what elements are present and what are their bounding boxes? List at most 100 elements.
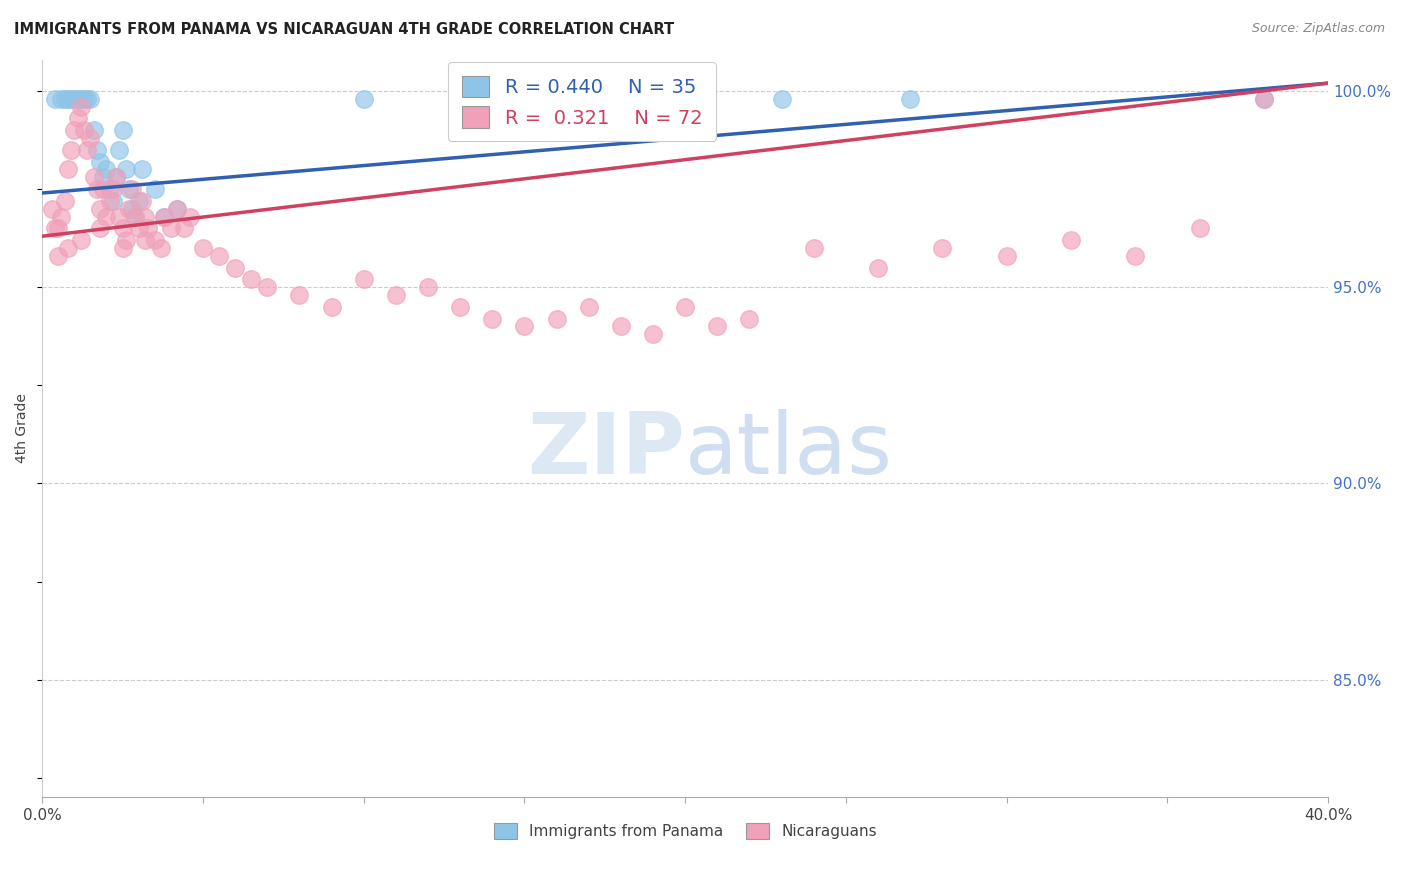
Point — [91, 170, 114, 185]
Point — [128, 221, 150, 235]
Point — [385, 288, 408, 302]
Point — [546, 311, 568, 326]
Point — [561, 92, 583, 106]
Point — [641, 327, 664, 342]
Point — [111, 221, 134, 235]
Point — [79, 131, 101, 145]
Legend: Immigrants from Panama, Nicaraguans: Immigrants from Panama, Nicaraguans — [488, 817, 883, 845]
Point — [86, 143, 108, 157]
Point — [1060, 233, 1083, 247]
Point — [53, 92, 76, 106]
Point — [256, 280, 278, 294]
Point — [63, 123, 86, 137]
Point — [159, 221, 181, 235]
Point — [240, 272, 263, 286]
Point — [1253, 92, 1275, 106]
Point — [89, 154, 111, 169]
Point — [738, 311, 761, 326]
Point — [51, 92, 73, 106]
Point — [153, 210, 176, 224]
Point — [79, 92, 101, 106]
Point — [995, 249, 1018, 263]
Point — [224, 260, 246, 275]
Point — [321, 300, 343, 314]
Point — [86, 182, 108, 196]
Point — [53, 194, 76, 208]
Point — [56, 162, 79, 177]
Point — [105, 170, 128, 185]
Point — [44, 221, 66, 235]
Point — [898, 92, 921, 106]
Text: IMMIGRANTS FROM PANAMA VS NICARAGUAN 4TH GRADE CORRELATION CHART: IMMIGRANTS FROM PANAMA VS NICARAGUAN 4TH… — [14, 22, 675, 37]
Point — [353, 272, 375, 286]
Point — [150, 241, 173, 255]
Point — [89, 202, 111, 216]
Point — [114, 162, 136, 177]
Point — [89, 221, 111, 235]
Point — [121, 202, 143, 216]
Point — [134, 233, 156, 247]
Point — [46, 249, 69, 263]
Point — [416, 280, 439, 294]
Point — [208, 249, 231, 263]
Point — [101, 194, 124, 208]
Text: ZIP: ZIP — [527, 409, 685, 492]
Point — [143, 182, 166, 196]
Point — [98, 194, 121, 208]
Text: atlas: atlas — [685, 409, 893, 492]
Point — [513, 319, 536, 334]
Point — [131, 194, 153, 208]
Point — [105, 170, 128, 185]
Point — [51, 210, 73, 224]
Point — [449, 300, 471, 314]
Point — [610, 319, 633, 334]
Point — [46, 221, 69, 235]
Point — [173, 221, 195, 235]
Point — [69, 100, 91, 114]
Point — [166, 202, 188, 216]
Point — [353, 92, 375, 106]
Point — [118, 202, 141, 216]
Point — [166, 202, 188, 216]
Point — [60, 92, 83, 106]
Point — [121, 182, 143, 196]
Point — [1123, 249, 1146, 263]
Point — [179, 210, 201, 224]
Point — [101, 182, 124, 196]
Point — [108, 143, 131, 157]
Point — [143, 233, 166, 247]
Point — [41, 202, 63, 216]
Point — [128, 194, 150, 208]
Point — [69, 233, 91, 247]
Point — [803, 241, 825, 255]
Point — [114, 233, 136, 247]
Point — [56, 241, 79, 255]
Point — [578, 300, 600, 314]
Point — [56, 92, 79, 106]
Point — [118, 182, 141, 196]
Point — [124, 210, 146, 224]
Text: Source: ZipAtlas.com: Source: ZipAtlas.com — [1251, 22, 1385, 36]
Point — [931, 241, 953, 255]
Point — [131, 162, 153, 177]
Point — [96, 210, 118, 224]
Point — [481, 311, 503, 326]
Point — [44, 92, 66, 106]
Point — [98, 182, 121, 196]
Point — [770, 92, 793, 106]
Y-axis label: 4th Grade: 4th Grade — [15, 393, 30, 464]
Point — [191, 241, 214, 255]
Point — [673, 300, 696, 314]
Point — [76, 143, 98, 157]
Point — [60, 143, 83, 157]
Point — [706, 319, 728, 334]
Point — [1188, 221, 1211, 235]
Point — [96, 162, 118, 177]
Point — [91, 182, 114, 196]
Point — [1253, 92, 1275, 106]
Point — [111, 241, 134, 255]
Point — [63, 92, 86, 106]
Point — [66, 112, 89, 126]
Point — [108, 210, 131, 224]
Point — [83, 170, 105, 185]
